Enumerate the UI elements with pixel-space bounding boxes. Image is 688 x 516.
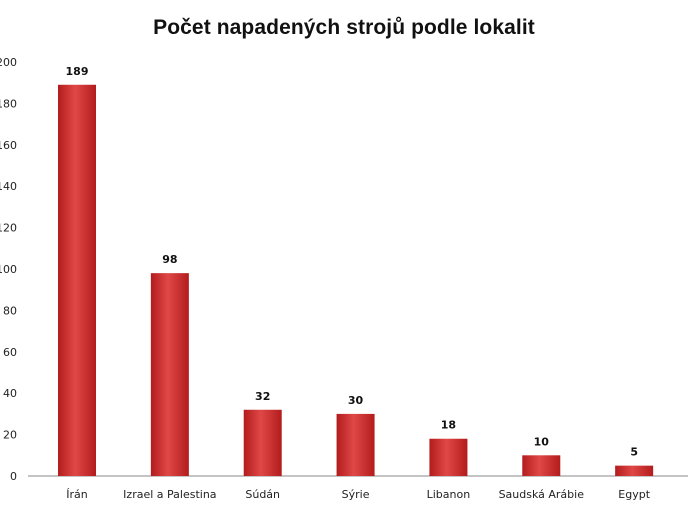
data-label: 98 <box>162 253 177 266</box>
category-label: Súdán <box>245 488 280 501</box>
category-label: Saudská Arábie <box>499 488 585 501</box>
category-label: Sýrie <box>342 488 370 501</box>
y-tick-label: 0 <box>10 470 17 483</box>
bar <box>150 273 189 476</box>
category-label: Egypt <box>618 488 650 501</box>
y-tick-label: 20 <box>3 429 17 442</box>
y-tick-label: 80 <box>3 304 17 317</box>
y-tick-label: 140 <box>0 180 17 193</box>
y-tick-label: 200 <box>0 56 17 69</box>
data-label: 10 <box>534 435 550 448</box>
data-label: 18 <box>441 419 456 432</box>
bar <box>522 455 561 476</box>
data-label: 5 <box>630 446 638 459</box>
y-tick-label: 160 <box>0 139 17 152</box>
data-label: 32 <box>255 390 270 403</box>
category-label: Izrael a Palestina <box>123 488 216 501</box>
y-tick-label: 180 <box>0 97 17 110</box>
category-label: Írán <box>66 488 88 501</box>
bar <box>336 413 375 476</box>
labels-layer: 189 Írán 98 Izrael a Palestina 32 Súdán 30 Sýri… <box>66 65 651 501</box>
bar <box>58 84 96 477</box>
y-tick-label: 120 <box>0 222 17 235</box>
bars-layer <box>58 84 654 477</box>
y-tick-label: 40 <box>3 387 17 400</box>
y-tick-label: 100 <box>0 263 17 276</box>
data-label: 30 <box>348 394 364 407</box>
bar <box>429 438 468 476</box>
data-label: 189 <box>66 65 89 78</box>
y-tick-label: 60 <box>3 346 17 359</box>
category-label: Libanon <box>427 488 471 501</box>
bar <box>243 409 282 476</box>
bar <box>615 465 654 476</box>
chart-title: Počet napadených strojů podle lokalit <box>153 16 535 39</box>
